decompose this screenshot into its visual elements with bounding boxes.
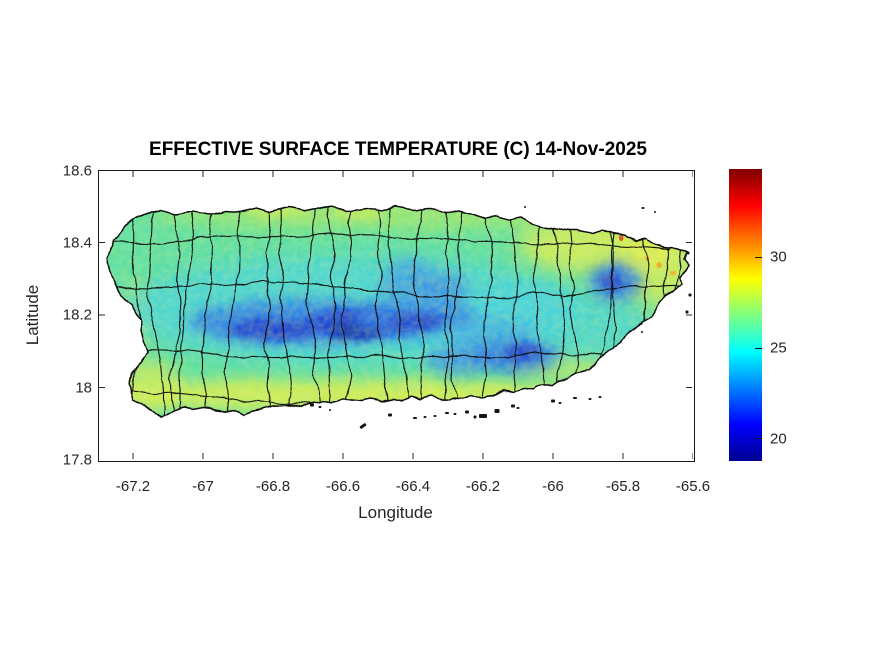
- x-tick-label: -66.2: [465, 478, 501, 495]
- x-tick-label: -66.8: [255, 478, 291, 495]
- y-tick-label: 17.8: [62, 451, 92, 469]
- puerto-rico-temperature-map: [99, 171, 693, 459]
- temperature-surface: [107, 206, 689, 418]
- x-tick-label: -66.4: [395, 478, 431, 495]
- colorbar-tick: [755, 257, 762, 258]
- y-tick-label: 18: [75, 379, 92, 396]
- colorbar: [729, 169, 762, 461]
- x-tick-label: -67: [192, 478, 214, 495]
- x-tick-label: -66.6: [325, 478, 361, 495]
- x-tick-label: -67.2: [115, 478, 151, 495]
- y-axis-label: Latitude: [23, 284, 42, 346]
- y-tick-label: 18.4: [62, 234, 92, 251]
- plot-title: EFFECTIVE SURFACE TEMPERATURE (C) 14-Nov…: [149, 139, 647, 160]
- colorbar-tick-label: 20: [770, 430, 787, 448]
- x-tick-label: -65.6: [675, 478, 711, 495]
- x-tick-label: -65.8: [605, 478, 641, 495]
- colorbar-tick: [755, 438, 762, 439]
- x-tick-label: -66: [542, 478, 564, 495]
- axes-box: [98, 170, 695, 462]
- axis-tick-marks: [99, 171, 693, 459]
- x-axis-label: Longitude: [358, 503, 433, 522]
- colorbar-tick-label: 30: [770, 248, 787, 266]
- colorbar-tick-label: 25: [770, 339, 787, 357]
- colorbar-tick: [755, 348, 762, 349]
- y-tick-label: 18.6: [62, 162, 92, 180]
- offshore-islets: [310, 206, 692, 429]
- y-tick-label: 18.2: [62, 306, 92, 324]
